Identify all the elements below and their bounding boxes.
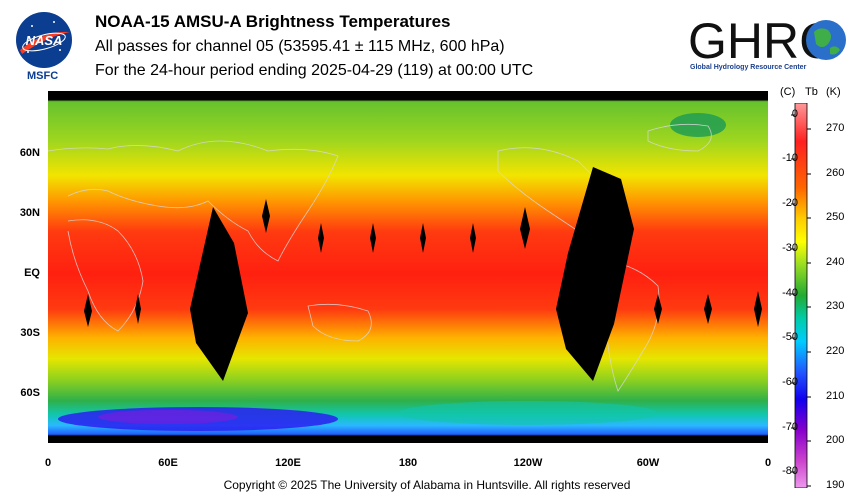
colorbar-tick-c-m60: -60 [782, 376, 798, 388]
colorbar-tick-k-230: 230 [826, 300, 845, 312]
period-subtitle: For the 24-hour period ending 2025-04-29… [95, 62, 534, 79]
colorbar-tick-k-210: 210 [826, 390, 845, 402]
colorbar-tick-c-m80: -80 [782, 465, 798, 477]
lon-label-60e: 60E [158, 457, 178, 469]
colorbar-tick-c-m70: -70 [782, 421, 798, 433]
ghrc-subtitle: Global Hydrology Resource Center [690, 64, 807, 71]
colorbar-tick-k-260: 260 [826, 167, 845, 179]
colorbar-tick-k-250: 250 [826, 211, 845, 223]
colorbar-header-tb: Tb [805, 86, 818, 98]
map-title: NOAA-15 AMSU-A Brightness Temperatures [95, 12, 451, 31]
colorbar-tick-k-190: 190 [826, 479, 845, 491]
colorbar-tick-k-220: 220 [826, 345, 845, 357]
nasa-logo: NASA [16, 12, 72, 68]
lat-label-60s: 60S [20, 387, 40, 399]
brightness-temperature-map [48, 91, 768, 443]
lat-label-30s: 30S [20, 327, 40, 339]
colorbar-tick-k-240: 240 [826, 256, 845, 268]
colorbar [791, 103, 811, 488]
lon-label-120e: 120E [275, 457, 301, 469]
lat-label-60n: 60N [19, 147, 40, 159]
lon-label-120w: 120W [513, 457, 543, 469]
colorbar-tick-k-270: 270 [826, 122, 845, 134]
colorbar-tick-c-m40: -40 [782, 287, 798, 299]
colorbar-tick-c-0: 0 [791, 108, 798, 120]
copyright-notice: Copyright © 2025 The University of Alaba… [223, 478, 631, 492]
lon-label-0: 0 [44, 457, 52, 469]
colorbar-tick-c-m50: -50 [782, 331, 798, 343]
nasa-wordmark: NASA [26, 33, 63, 48]
colorbar-tick-c-m20: -20 [782, 197, 798, 209]
lon-label-180: 180 [398, 457, 418, 469]
colorbar-header-celsius: (C) [780, 86, 796, 98]
lat-label-30n: 30N [19, 207, 40, 219]
colorbar-tick-k-200: 200 [826, 434, 845, 446]
msfc-label: MSFC [27, 70, 59, 82]
colorbar-tick-c-m10: -10 [782, 152, 798, 164]
ghrc-logo: GHRC [688, 13, 846, 69]
lat-label-eq: EQ [24, 267, 40, 279]
channel-subtitle: All passes for channel 05 (53595.41 ± 11… [95, 38, 505, 55]
colorbar-tick-c-m30: -30 [782, 242, 798, 254]
colorbar-header-kelvin: (K) [826, 86, 841, 98]
lon-label-60w: 60W [636, 457, 660, 469]
lon-label-0-east: 0 [764, 457, 772, 469]
